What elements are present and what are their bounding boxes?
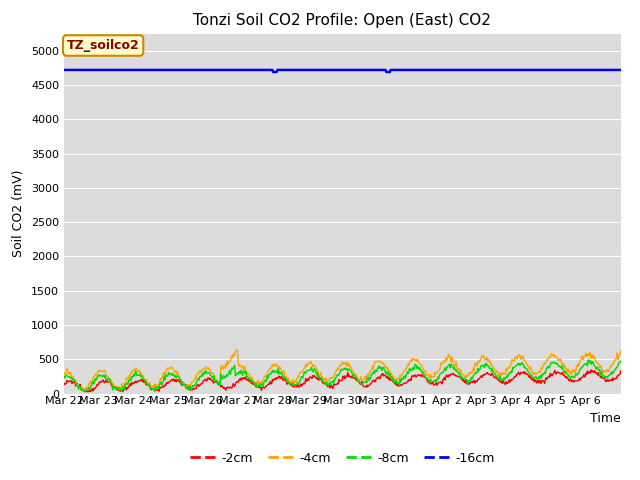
-16cm: [277, 67, 285, 73]
Line: -8cm: -8cm: [64, 360, 621, 392]
-8cm: [277, 370, 285, 375]
-2cm: [617, 368, 625, 373]
-4cm: [278, 369, 285, 374]
Text: TZ_soilco2: TZ_soilco2: [67, 39, 140, 52]
-8cm: [432, 377, 440, 383]
-16cm: [617, 67, 625, 73]
-2cm: [587, 367, 595, 373]
Line: -2cm: -2cm: [64, 370, 621, 392]
-2cm: [401, 380, 408, 386]
-4cm: [80, 387, 88, 393]
-8cm: [80, 389, 88, 395]
-4cm: [126, 372, 134, 378]
-4cm: [257, 379, 264, 385]
-2cm: [82, 389, 90, 395]
-2cm: [256, 384, 264, 390]
-2cm: [432, 380, 440, 386]
Line: -4cm: -4cm: [64, 350, 621, 390]
Title: Tonzi Soil CO2 Profile: Open (East) CO2: Tonzi Soil CO2 Profile: Open (East) CO2: [193, 13, 492, 28]
-2cm: [126, 381, 134, 387]
-8cm: [60, 374, 68, 380]
-16cm: [432, 67, 440, 73]
-16cm: [228, 67, 236, 73]
X-axis label: Time: Time: [590, 412, 621, 425]
-4cm: [401, 367, 409, 373]
-2cm: [60, 382, 68, 387]
-8cm: [617, 359, 625, 364]
Legend: -2cm, -4cm, -8cm, -16cm: -2cm, -4cm, -8cm, -16cm: [186, 447, 499, 469]
-2cm: [228, 384, 236, 390]
-16cm: [269, 69, 277, 75]
-16cm: [255, 67, 263, 73]
Y-axis label: Soil CO2 (mV): Soil CO2 (mV): [12, 170, 26, 257]
-4cm: [433, 371, 440, 376]
-16cm: [401, 67, 408, 73]
-4cm: [228, 355, 236, 360]
-4cm: [233, 347, 241, 353]
Line: -16cm: -16cm: [64, 70, 621, 72]
-8cm: [401, 373, 408, 379]
-16cm: [60, 67, 68, 73]
-8cm: [228, 367, 236, 372]
-4cm: [60, 371, 68, 377]
-4cm: [617, 348, 625, 354]
-8cm: [584, 357, 592, 363]
-2cm: [277, 374, 285, 380]
-16cm: [125, 67, 133, 73]
-8cm: [256, 382, 264, 387]
-8cm: [126, 376, 134, 382]
